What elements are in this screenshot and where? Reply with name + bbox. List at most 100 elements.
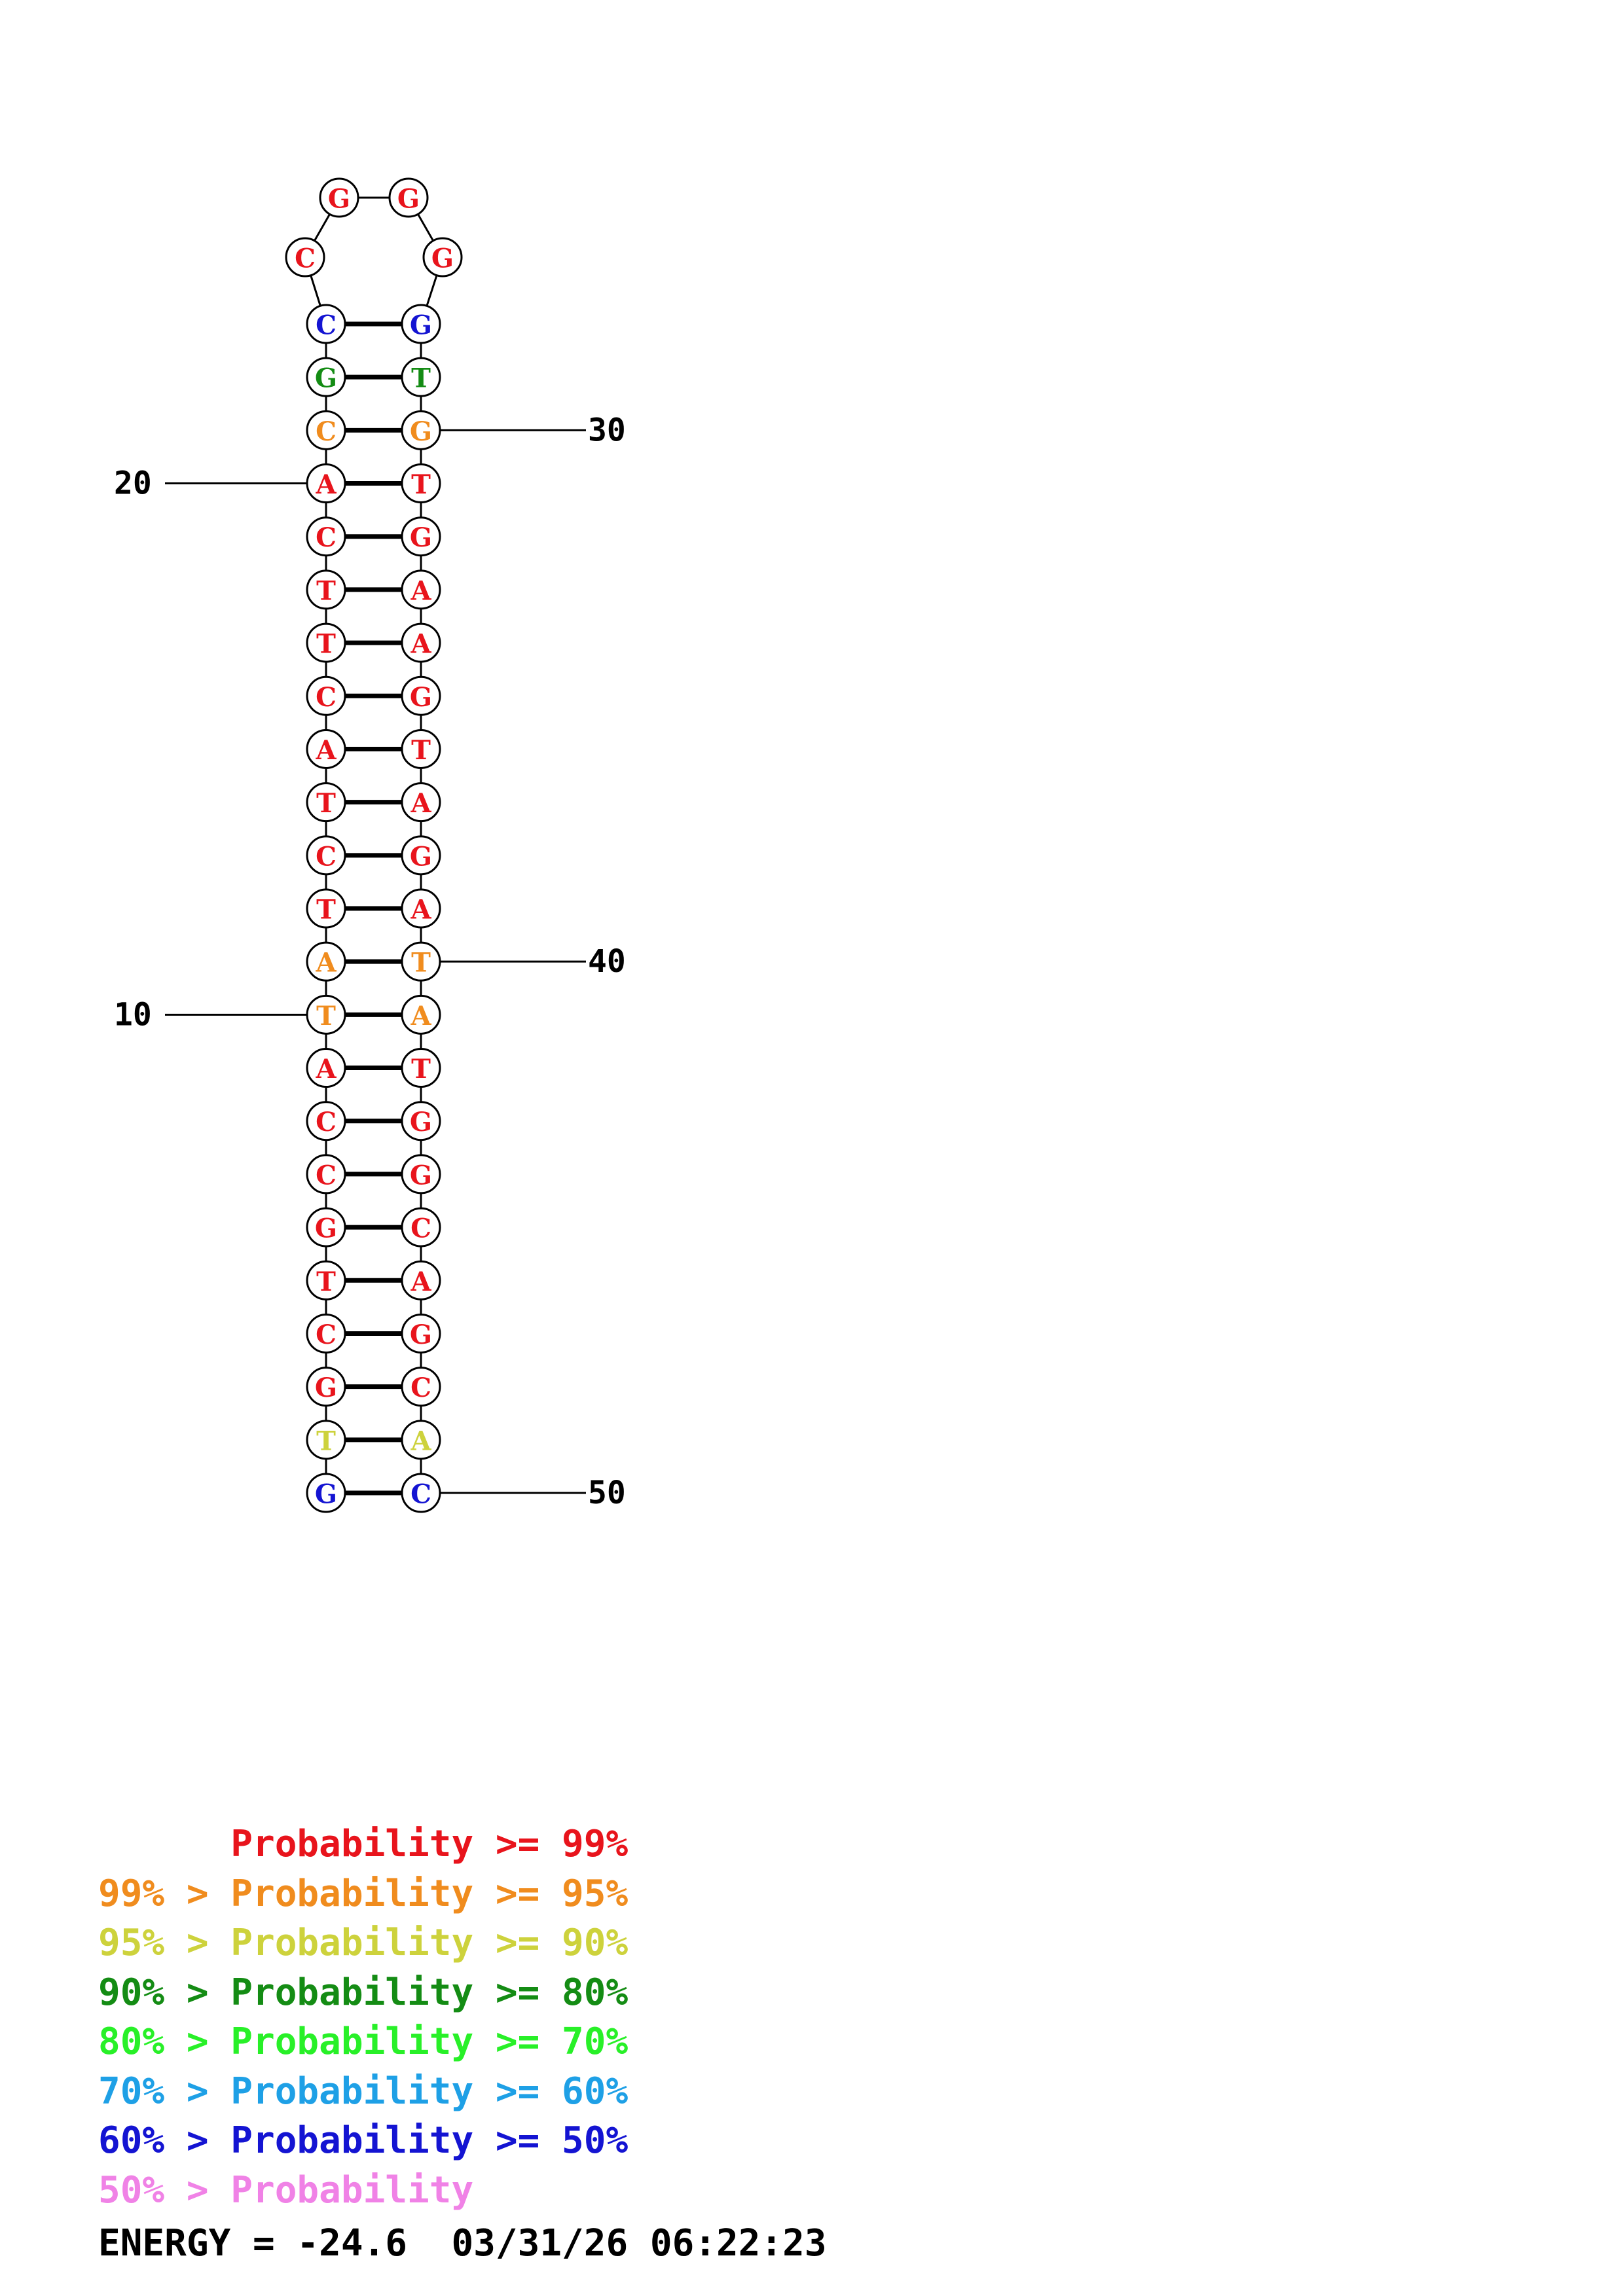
legend-entry: 70% > Probability >= 60% [98,2070,629,2113]
nucleotide-circle [401,569,441,610]
legend-entry: 80% > Probability >= 70% [98,2020,629,2063]
nucleotide: T [401,1048,441,1088]
nucleotide: G [422,237,463,278]
nucleotide-circle [306,516,346,557]
nucleotide-circle [306,1048,346,1088]
legend-entry: 60% > Probability >= 50% [98,2119,629,2162]
nucleotide-letter: C [316,1319,337,1350]
nucleotide: C [401,1473,441,1513]
nucleotide: A [306,728,346,769]
nucleotide: T [306,622,346,663]
nucleotide-circle [401,1420,441,1460]
nucleotide-letter: C [316,682,337,713]
nucleotide-circle [401,1154,441,1194]
nucleotide: G [401,1101,441,1141]
nucleotide: C [306,1313,346,1354]
nucleotide-letter: A [410,1266,431,1297]
nucleotide-letter: A [410,1426,431,1456]
nucleotide-circle [306,1101,346,1141]
nucleotide-circle [306,1367,346,1407]
nucleotide-circle [401,888,441,929]
nucleotide-letter: G [410,522,432,553]
nucleotide-circle [401,1313,441,1354]
nucleotide: C [306,835,346,876]
nucleotide-letter: G [315,1479,337,1510]
nucleotide-circle [319,177,359,218]
nucleotide-letter: G [315,363,337,394]
nucleotide-circle [306,1207,346,1247]
nucleotide: A [306,463,346,504]
nucleotide-circle [306,1473,346,1513]
nucleotide-letter: C [316,841,337,872]
nucleotide: G [401,675,441,716]
position-label: 10 [114,996,152,1033]
nucleotide-letter: T [316,1426,336,1456]
nucleotide-circle [306,1313,346,1354]
nucleotide-letter: C [410,1479,431,1510]
nucleotide: A [401,994,441,1035]
nucleotide-letter: G [410,1107,432,1138]
nucleotide-circle [401,1101,441,1141]
nucleotide-circle [401,1048,441,1088]
nucleotide-circle [401,728,441,769]
nucleotide-letter: G [328,184,350,215]
nucleotide: C [306,304,346,344]
nucleotide: C [401,1367,441,1407]
nucleotide-letter: G [410,1160,432,1191]
nucleotide-letter: A [410,575,431,606]
position-label: 40 [588,943,626,980]
nucleotide: G [401,304,441,344]
nucleotide-letter: T [411,469,431,500]
nucleotide-letter: C [316,522,337,553]
nucleotide: T [401,941,441,982]
nucleotide-letter: G [410,310,432,341]
nucleotide-circle [285,237,325,278]
nucleotide-circle [306,941,346,982]
nucleotide: A [401,1260,441,1300]
nucleotide: C [306,516,346,557]
nucleotide: A [306,1048,346,1088]
nucleotide-letter: T [411,1054,431,1085]
position-label: 50 [588,1475,626,1511]
nucleotide: T [401,728,441,769]
nucleotide-letter: T [316,1001,336,1031]
legend-entry: 90% > Probability >= 80% [98,1971,629,2014]
nucleotide: T [306,569,346,610]
nucleotide: A [401,888,441,929]
nucleotide-letter: C [410,1372,431,1403]
nucleotide-circle [306,782,346,823]
nucleotide-circle [306,622,346,663]
nucleotide-letter: C [316,310,337,341]
position-label: 20 [114,465,152,502]
nucleotide: G [401,1154,441,1194]
nucleotide-circle [401,675,441,716]
nucleotide-circle [306,675,346,716]
nucleotide-letter: A [410,788,431,819]
nucleotide-circle [306,410,346,450]
nucleotide-letter: T [316,895,336,925]
nucleotide-letter: G [410,1319,432,1350]
nucleotide: G [306,1473,346,1513]
nucleotide: T [306,1420,346,1460]
nucleotide: C [401,1207,441,1247]
nucleotide-circle [401,304,441,344]
nucleotide-letter: T [411,735,431,766]
nucleotide-circle [401,1367,441,1407]
nucleotide-letter: C [410,1213,431,1244]
nucleotide: G [306,1367,346,1407]
nucleotide-letter: G [397,184,420,215]
nucleotide-circle [306,569,346,610]
nucleotide-letter: C [316,1107,337,1138]
nucleotide: C [285,237,325,278]
probability-legend: Probability >= 99% 99% > Probability >= 9… [98,1820,628,2215]
nucleotide: G [306,357,346,397]
nucleotide: C [306,1154,346,1194]
nucleotide-letter: A [315,948,337,978]
position-label: 30 [588,412,626,448]
nucleotide: A [401,1420,441,1460]
nucleotide: G [401,1313,441,1354]
nucleotide-letter: T [316,629,336,660]
nucleotide-circle [306,304,346,344]
nucleotide-letter: A [315,735,337,766]
